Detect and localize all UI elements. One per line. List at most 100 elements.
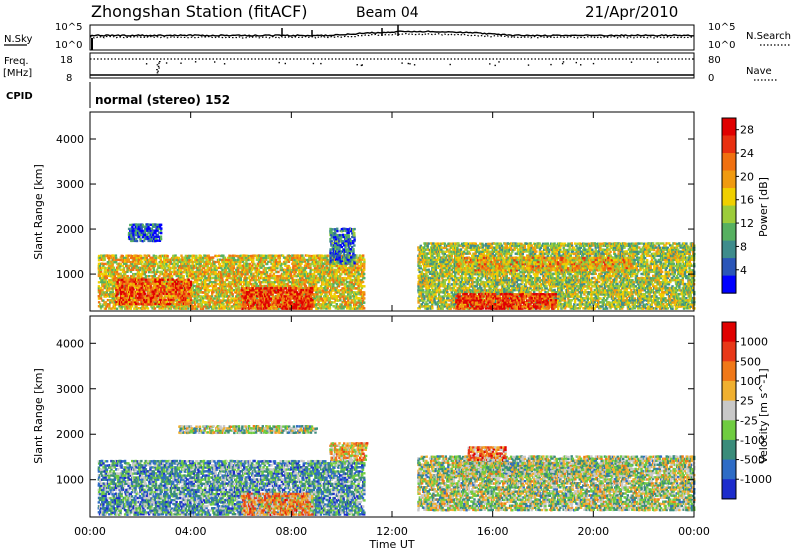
power-cell-1-20-8 xyxy=(264,291,266,293)
power-cell-2-37-6 xyxy=(158,291,160,293)
power-cell-0-192-23 xyxy=(317,261,319,263)
power-cell-0-180-17 xyxy=(304,273,306,275)
power-cell-2-57-11 xyxy=(181,281,183,283)
power-cell-0-181-18 xyxy=(305,271,307,273)
power-cell-0-2-5 xyxy=(100,297,102,299)
power-cell-0-83-11 xyxy=(193,285,195,287)
power-cell-0-73-25 xyxy=(181,257,183,259)
power-cell-2-59-5 xyxy=(183,293,185,295)
power-cell-0-191-7 xyxy=(316,293,318,295)
nave-dot-11 xyxy=(401,62,402,63)
power-cell-0-229-23 xyxy=(360,261,362,263)
power-cell-2-1-11 xyxy=(116,281,118,283)
power-cell-0-19-21 xyxy=(119,265,121,267)
power-cell-0-124-12 xyxy=(240,283,242,285)
power-cell-0-197-17 xyxy=(323,273,325,275)
power-cell-0-213-15 xyxy=(341,277,343,279)
power-cell-0-88-20 xyxy=(199,267,201,269)
power-cell-0-118-9 xyxy=(233,289,235,291)
power-cell-0-85-17 xyxy=(195,273,197,275)
power-cell-1-18-7 xyxy=(262,293,264,295)
power-cell-0-46-21 xyxy=(150,265,152,267)
nave-dot-14 xyxy=(593,63,594,64)
power-cell-0-199-2 xyxy=(325,303,327,305)
power-cell-1-4-7 xyxy=(246,293,248,295)
power-cell-0-212-17 xyxy=(340,273,342,275)
nave-dot-6 xyxy=(657,62,658,63)
power-cell-2-65-5 xyxy=(190,293,192,295)
power-cell-0-9-0 xyxy=(108,307,110,309)
power-cell-0-103-14 xyxy=(215,279,217,281)
power-cell-0-174-17 xyxy=(297,273,299,275)
power-cell-0-90-15 xyxy=(201,277,203,279)
power-cell-0-28-0 xyxy=(130,308,132,310)
power-cell-0-93-12 xyxy=(204,283,206,285)
power-cell-1-2-2 xyxy=(243,303,245,305)
power-cell-0-37-26 xyxy=(140,255,142,257)
power-cell-0-167-20 xyxy=(289,267,291,269)
power-cell-0-10-10 xyxy=(109,287,111,289)
power-cell-2-63-0 xyxy=(187,303,189,305)
power-cell-1-21-0 xyxy=(265,307,267,309)
power-cell-0-135-12 xyxy=(252,283,254,285)
power-cell-0-190-12 xyxy=(315,283,317,285)
power-cell-0-98-9 xyxy=(210,289,212,291)
power-cell-0-45-25 xyxy=(149,257,151,259)
power-cell-0-232-11 xyxy=(363,285,365,287)
power-cell-0-185-14 xyxy=(310,279,312,281)
power-cell-0-86-4 xyxy=(196,300,198,302)
power-cell-0-190-25 xyxy=(315,257,317,259)
power-cell-0-215-6 xyxy=(344,295,346,297)
power-cell-2-24-12 xyxy=(143,278,145,280)
power-cell-2-47-7 xyxy=(169,289,171,291)
power-cell-2-38-12 xyxy=(159,279,161,281)
power-cell-0-175-20 xyxy=(298,267,300,269)
power-cell-2-43-2 xyxy=(164,299,166,301)
power-cell-2-34-0 xyxy=(154,303,156,305)
power-cell-0-158-25 xyxy=(279,257,281,259)
power-cell-1-20-10 xyxy=(264,287,266,289)
power-cell-0-196-12 xyxy=(322,283,324,285)
power-cell-0-56-0 xyxy=(162,307,164,309)
nave-dot-15 xyxy=(166,62,167,63)
power-cell-2-39-4 xyxy=(160,295,162,297)
nave-dot-24 xyxy=(279,62,280,63)
power-cell-0-144-13 xyxy=(262,281,264,283)
power-cell-0-210-9 xyxy=(338,289,340,291)
power-cell-0-78-0 xyxy=(187,307,189,309)
sky-traces xyxy=(90,25,694,50)
power-cell-1-60-6 xyxy=(310,295,312,297)
power-cell-0-13-20 xyxy=(113,267,115,269)
date-label: 21/Apr/2010 xyxy=(585,3,678,21)
nave-drop-6 xyxy=(157,71,159,72)
power-cell-0-110-7 xyxy=(223,293,225,295)
power-cell-0-152-19 xyxy=(272,269,274,271)
power-cell-1-59-9 xyxy=(309,289,311,291)
nave-drop-4 xyxy=(158,67,160,68)
power-cell-0-142-16 xyxy=(260,275,262,277)
power-cell-0-38-23 xyxy=(141,261,143,263)
power-cell-0-195-10 xyxy=(321,287,323,289)
power-cell-0-144-21 xyxy=(262,265,264,267)
power-cell-0-5-24 xyxy=(104,259,106,261)
power-cell-0-221-19 xyxy=(351,269,353,271)
power-cell-0-28-21 xyxy=(130,265,132,267)
power-cell-0-180-24 xyxy=(304,259,306,261)
power-cell-2-42-3 xyxy=(163,297,165,299)
nave-dot-19 xyxy=(631,62,632,63)
power-cell-0-232-3 xyxy=(363,302,365,304)
power-cell-0-122-11 xyxy=(237,285,239,287)
power-cell-0-148-23 xyxy=(267,261,269,263)
nave-dot-7 xyxy=(224,63,225,64)
power-cell-0-224-4 xyxy=(354,299,356,301)
power-cell-0-86-0 xyxy=(196,308,198,310)
power-cell-0-123-8 xyxy=(238,291,240,293)
power-cell-0-63-18 xyxy=(170,271,172,273)
power-cell-0-198-24 xyxy=(324,259,326,261)
power-cell-0-100-0 xyxy=(212,308,214,310)
power-cell-0-75-18 xyxy=(183,271,185,273)
power-cell-0-227-16 xyxy=(357,275,359,277)
power-cell-0-204-20 xyxy=(331,267,333,269)
nave-dot-29 xyxy=(195,61,196,62)
power-cell-0-220-6 xyxy=(349,295,351,297)
